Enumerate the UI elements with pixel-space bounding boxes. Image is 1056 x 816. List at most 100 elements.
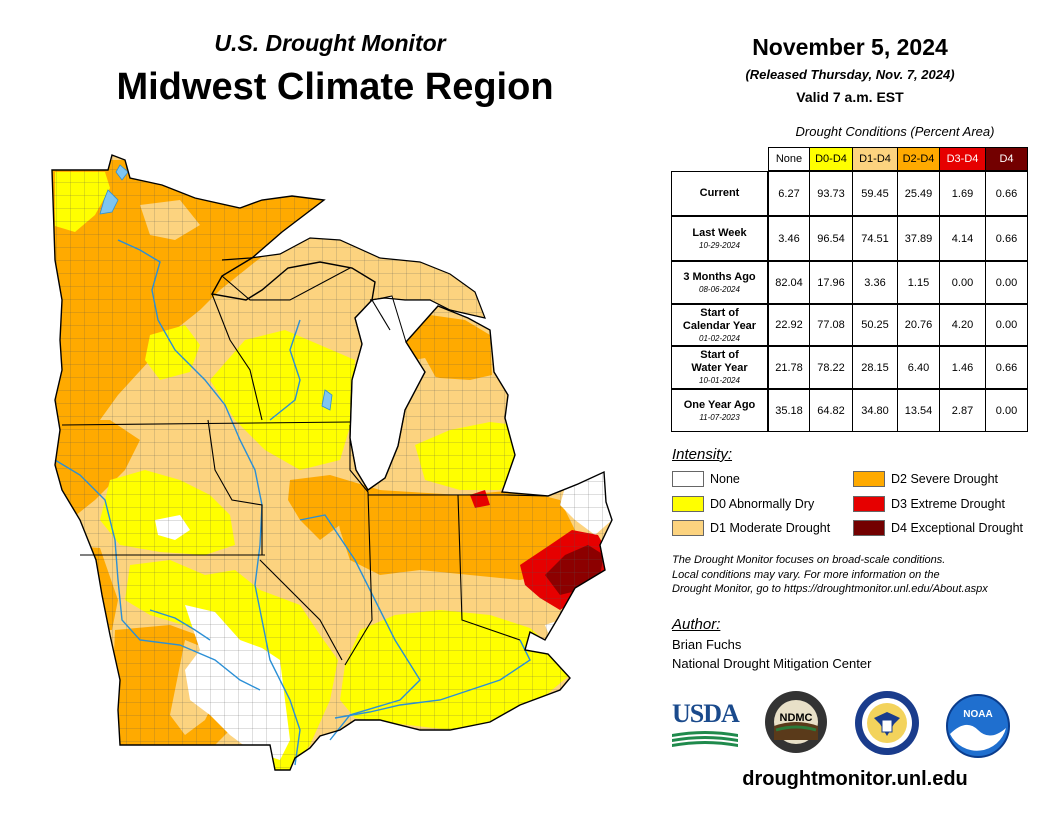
table-cell: 22.92 — [768, 304, 810, 346]
col-header-4: D3-D4 — [939, 147, 986, 171]
table-cell: 74.51 — [852, 216, 898, 261]
valid-time: Valid 7 a.m. EST — [796, 89, 904, 105]
website-link[interactable]: droughtmonitor.unl.edu — [742, 768, 968, 790]
row-label: Last Week 10-29-2024 — [671, 216, 768, 261]
row-label-line: Last Week — [692, 226, 747, 239]
col-header-2: D1-D4 — [852, 147, 898, 171]
noaa-seal-icon — [946, 694, 1010, 758]
conditions-table: None D0-D4 D1-D4 D2-D4 D3-D4 D4 Current 6.27 93.… — [671, 147, 1028, 432]
table-cell: 35.18 — [768, 389, 810, 432]
disclaimer-note: The Drought Monitor focuses on broad-sca… — [672, 553, 1042, 597]
table-cell: 21.78 — [768, 346, 810, 389]
table-cell: 1.46 — [939, 346, 986, 389]
table-cell: 28.15 — [852, 346, 898, 389]
col-header-1: D0-D4 — [809, 147, 853, 171]
note-line: Local conditions may vary. For more info… — [672, 568, 940, 581]
row-label-line: Start of — [700, 306, 739, 319]
table-cell: 6.27 — [768, 171, 810, 216]
row-date: 11-07-2023 — [699, 412, 740, 422]
noaa-logo-text: NOAA — [963, 709, 993, 720]
legend-swatch — [672, 471, 704, 487]
table-cell: 0.00 — [985, 304, 1028, 346]
legend-label: D0 Abnormally Dry — [710, 497, 815, 511]
usda-logo-text: USDA — [672, 699, 740, 728]
row-label-line: 3 Months Ago — [683, 270, 756, 283]
legend-label: None — [710, 472, 740, 486]
legend-swatch — [853, 496, 885, 512]
legend-swatch — [672, 520, 704, 536]
table-cell: 96.54 — [809, 216, 853, 261]
row-label: 3 Months Ago 08-06-2024 — [671, 261, 768, 304]
author-name: Brian Fuchs — [672, 637, 742, 652]
table-cell: 17.96 — [809, 261, 853, 304]
table-cell: 4.14 — [939, 216, 986, 261]
table-cell: 59.45 — [852, 171, 898, 216]
table-cell: 0.00 — [985, 389, 1028, 432]
table-cell: 1.15 — [897, 261, 940, 304]
row-label: Start of Water Year 10-01-2024 — [671, 346, 768, 389]
table-cell: 78.22 — [809, 346, 853, 389]
release-date: (Released Thursday, Nov. 7, 2024) — [745, 67, 955, 82]
legend-label: D4 Exceptional Drought — [891, 521, 1024, 535]
usda-swoosh-icon — [672, 731, 738, 747]
ndmc-logo: NDMC — [764, 690, 828, 754]
table-cell: 0.66 — [985, 346, 1028, 389]
eagle-seal-icon — [855, 691, 919, 755]
table-cell: 0.66 — [985, 171, 1028, 216]
note-line: The Drought Monitor focuses on broad-sca… — [672, 554, 946, 566]
row-date: 08-06-2024 — [699, 284, 740, 294]
drought-map — [51, 154, 613, 771]
table-cell: 82.04 — [768, 261, 810, 304]
legend-title: Intensity: — [672, 446, 733, 463]
table-cell: 3.36 — [852, 261, 898, 304]
row-label-line: Calendar Year — [682, 319, 757, 332]
legend-label: D1 Moderate Drought — [710, 521, 831, 535]
row-label: One Year Ago 11-07-2023 — [671, 389, 768, 432]
table-cell: 34.80 — [852, 389, 898, 432]
table-cell: 25.49 — [897, 171, 940, 216]
author-org: National Drought Mitigation Center — [672, 656, 872, 671]
table-cell: 37.89 — [897, 216, 940, 261]
table-cell: 0.00 — [939, 261, 986, 304]
table-cell: 6.40 — [897, 346, 940, 389]
table-cell: 0.66 — [985, 216, 1028, 261]
legend-label: D2 Severe Drought — [891, 472, 999, 486]
row-label-line: Water Year — [691, 362, 748, 374]
note-line: Drought Monitor, go to https://droughtmo… — [672, 583, 988, 595]
table-cell: 64.82 — [809, 389, 853, 432]
legend-label: D3 Extreme Drought — [891, 497, 1005, 511]
table-cell: 2.87 — [939, 389, 986, 432]
legend-swatch — [853, 471, 885, 487]
row-date: 10-29-2024 — [699, 240, 740, 250]
row-label-line: Current — [699, 187, 740, 199]
legend-swatch — [853, 520, 885, 536]
map-subtitle: U.S. Drought Monitor — [214, 30, 446, 56]
row-label: Start of Calendar Year 01-02-2024 — [671, 304, 768, 346]
table-cell: 3.46 — [768, 216, 810, 261]
author-title: Author: — [672, 616, 721, 633]
ndmc-seal-icon — [765, 691, 827, 753]
row-label-line: One Year Ago — [683, 398, 756, 411]
commerce-logo — [854, 690, 920, 756]
map-title: Midwest Climate Region — [116, 66, 554, 108]
table-cell: 0.00 — [985, 261, 1028, 304]
row-label-line: Start of — [700, 349, 739, 361]
col-header-0: None — [768, 147, 810, 171]
col-header-5: D4 — [985, 147, 1028, 171]
table-cell: 4.20 — [939, 304, 986, 346]
ndmc-logo-text: NDMC — [779, 712, 813, 724]
table-cell: 20.76 — [897, 304, 940, 346]
table-cell: 1.69 — [939, 171, 986, 216]
noaa-logo: NOAA — [946, 694, 1010, 758]
table-cell: 77.08 — [809, 304, 853, 346]
row-label: Current — [671, 171, 768, 216]
table-cell: 50.25 — [852, 304, 898, 346]
table-cell: 93.73 — [809, 171, 853, 216]
legend-swatch — [672, 496, 704, 512]
table-cell: 13.54 — [897, 389, 940, 432]
row-date: 10-01-2024 — [699, 376, 740, 385]
usda-logo: USDA — [672, 699, 740, 750]
row-date: 01-02-2024 — [699, 333, 740, 343]
conditions-caption: Drought Conditions (Percent Area) — [795, 124, 995, 139]
col-header-3: D2-D4 — [897, 147, 940, 171]
